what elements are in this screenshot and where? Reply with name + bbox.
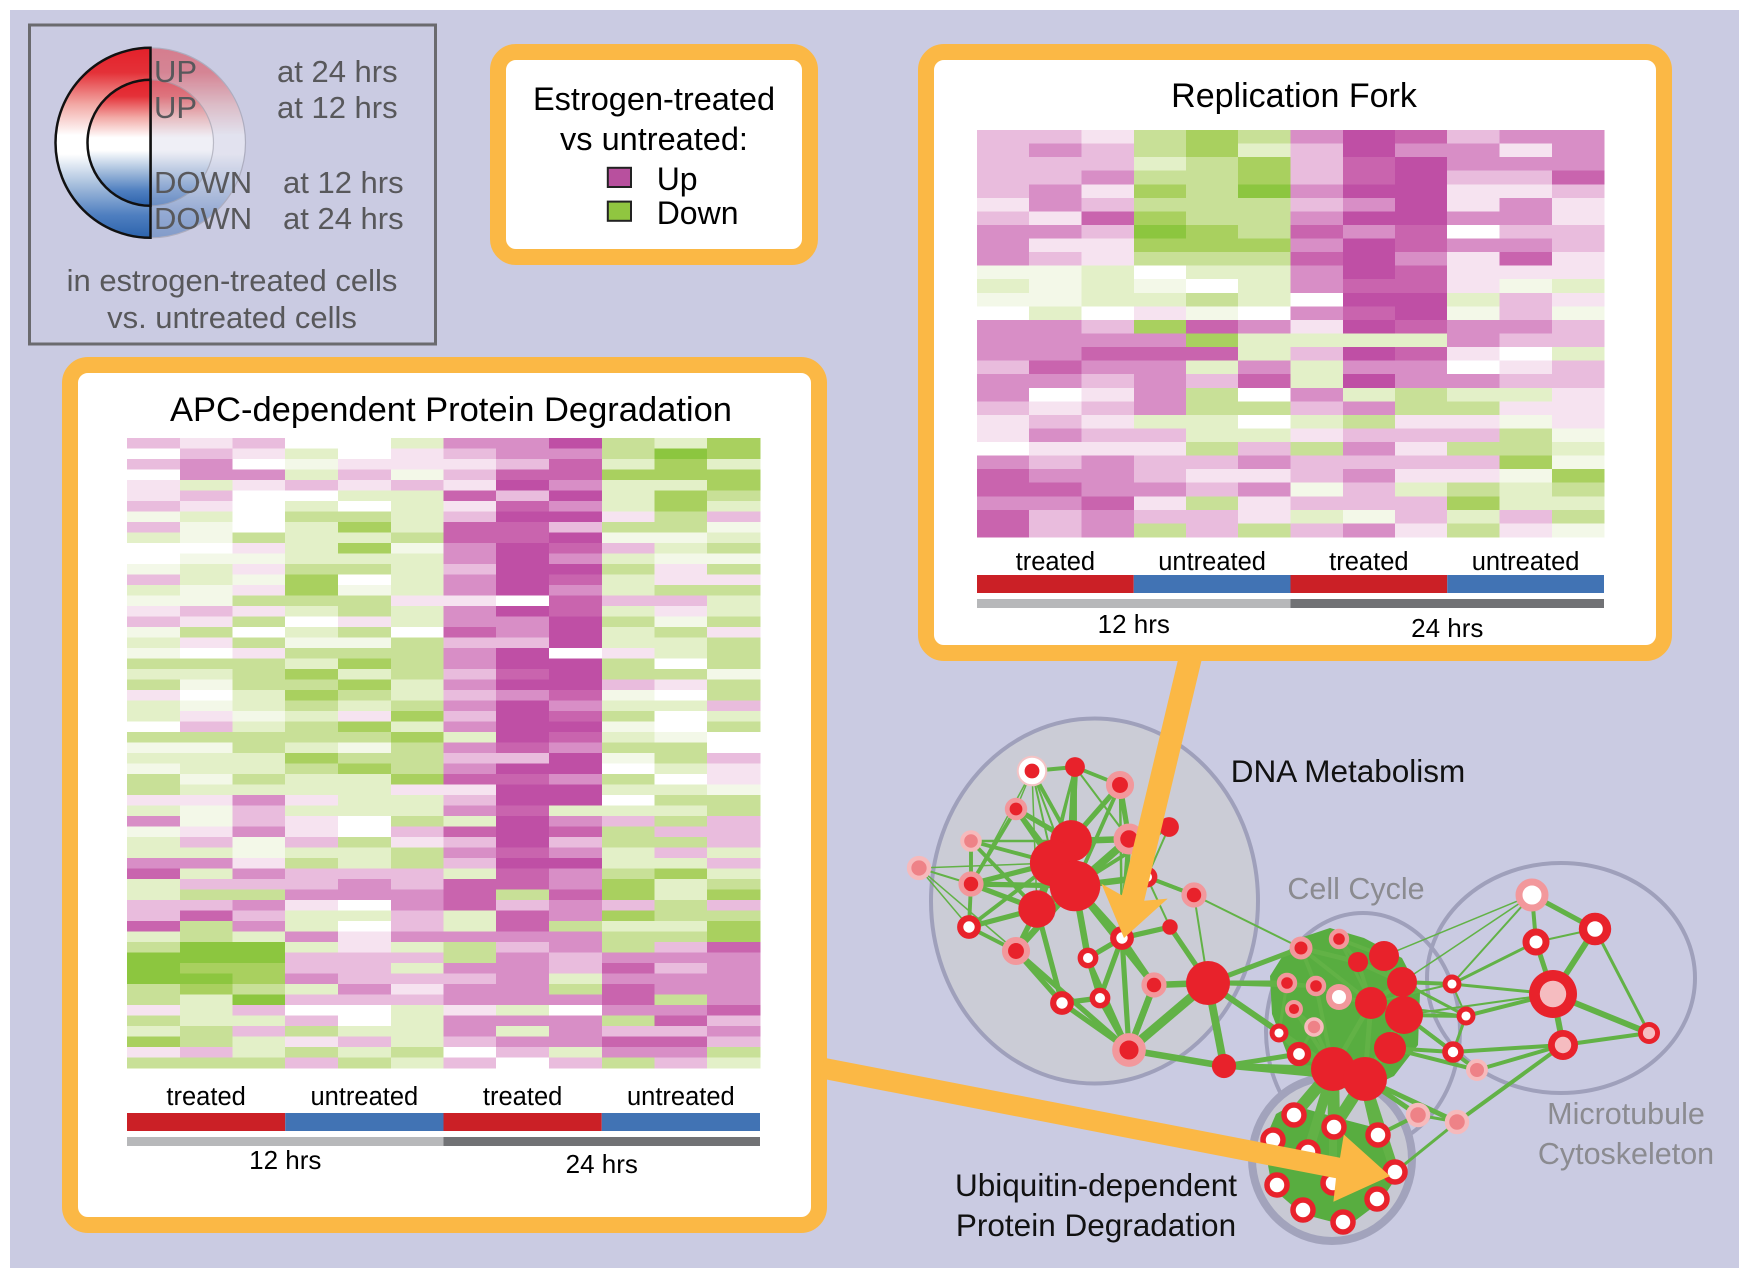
svg-text:DOWN: DOWN — [154, 201, 252, 236]
svg-text:untreated: untreated — [627, 1083, 735, 1111]
svg-text:Estrogen-treated: Estrogen-treated — [533, 81, 775, 117]
svg-text:Cytoskeleton: Cytoskeleton — [1538, 1137, 1714, 1171]
svg-text:treated: treated — [483, 1083, 562, 1111]
svg-text:APC-dependent Protein Degradat: APC-dependent Protein Degradation — [170, 391, 732, 429]
svg-text:at 24 hrs: at 24 hrs — [277, 54, 398, 89]
svg-text:treated: treated — [1329, 548, 1408, 576]
svg-text:untreated: untreated — [1158, 548, 1266, 576]
svg-text:at 24 hrs: at 24 hrs — [283, 201, 404, 236]
svg-text:Ubiquitin-dependent: Ubiquitin-dependent — [955, 1167, 1237, 1203]
svg-text:DNA Metabolism: DNA Metabolism — [1231, 753, 1466, 789]
svg-text:treated: treated — [1016, 548, 1095, 576]
svg-text:UP: UP — [154, 54, 197, 89]
svg-text:DOWN: DOWN — [154, 165, 252, 200]
svg-text:12 hrs: 12 hrs — [1098, 609, 1170, 639]
svg-text:untreated: untreated — [310, 1083, 418, 1111]
svg-text:24 hrs: 24 hrs — [566, 1149, 638, 1179]
svg-text:Microtubule: Microtubule — [1547, 1097, 1705, 1131]
svg-text:Replication Fork: Replication Fork — [1171, 77, 1418, 115]
svg-text:Cell Cycle: Cell Cycle — [1287, 872, 1424, 906]
svg-text:vs. untreated cells: vs. untreated cells — [107, 300, 357, 335]
svg-text:Down: Down — [657, 195, 739, 231]
svg-text:UP: UP — [154, 90, 197, 125]
svg-text:24 hrs: 24 hrs — [1411, 613, 1483, 643]
svg-text:vs untreated:: vs untreated: — [560, 121, 748, 157]
svg-text:Protein Degradation: Protein Degradation — [956, 1207, 1236, 1243]
svg-text:12 hrs: 12 hrs — [249, 1145, 321, 1175]
svg-text:Up: Up — [657, 161, 698, 197]
svg-text:untreated: untreated — [1472, 548, 1580, 576]
svg-text:treated: treated — [166, 1083, 245, 1111]
svg-text:at 12 hrs: at 12 hrs — [283, 165, 404, 200]
svg-text:in estrogen-treated cells: in estrogen-treated cells — [67, 263, 398, 298]
svg-text:at 12 hrs: at 12 hrs — [277, 90, 398, 125]
